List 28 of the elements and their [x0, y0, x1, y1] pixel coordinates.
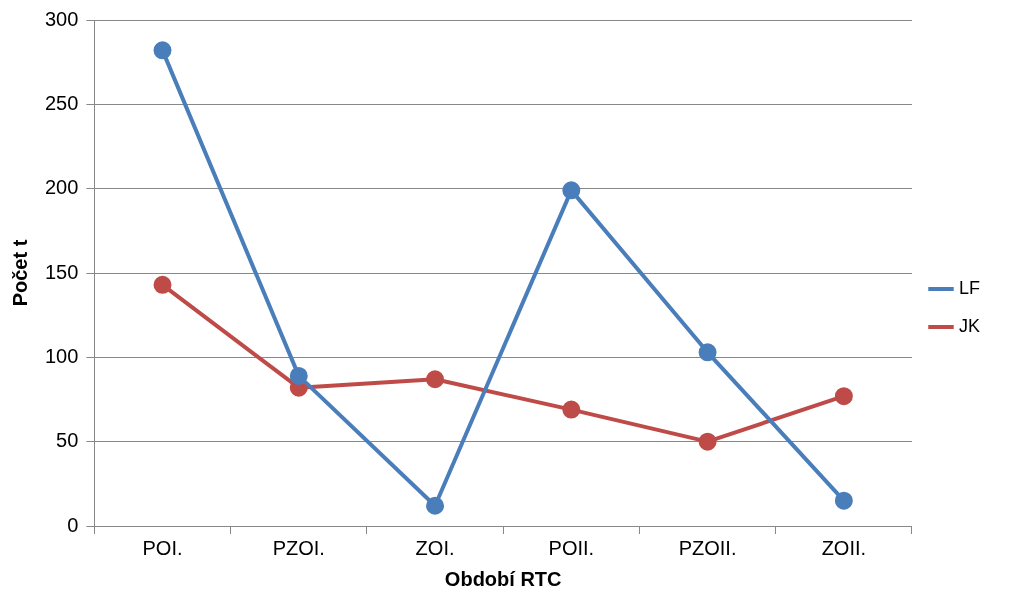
point [834, 491, 853, 510]
x-tick-label: POI. [142, 536, 183, 559]
x-tick-label: PZOI. [272, 536, 325, 559]
point [289, 366, 308, 385]
y-tick-label: 0 [67, 513, 79, 536]
y-tick-label: 200 [44, 176, 79, 199]
y-tick-label: 300 [44, 7, 79, 30]
y-axis-title: Počet t [8, 239, 31, 307]
point [153, 41, 172, 60]
y-tick-label: 250 [44, 91, 79, 114]
x-axis-title: Období RTC [444, 567, 562, 590]
point [426, 370, 445, 389]
point [562, 181, 581, 200]
point [426, 496, 445, 515]
point [698, 343, 717, 362]
y-tick-label: 50 [56, 429, 79, 452]
x-tick-label: ZOI. [415, 536, 455, 559]
point [562, 400, 581, 419]
legend-label: LF [958, 277, 981, 298]
point [153, 275, 172, 294]
point [834, 387, 853, 406]
y-tick-label: 100 [44, 344, 79, 367]
y-tick-label: 150 [44, 260, 79, 283]
x-tick-label: PZOII. [678, 536, 737, 559]
point [698, 432, 717, 451]
x-tick-label: POII. [548, 536, 595, 559]
x-tick-label: ZOII. [821, 536, 867, 559]
legend-label: JK [958, 315, 981, 336]
